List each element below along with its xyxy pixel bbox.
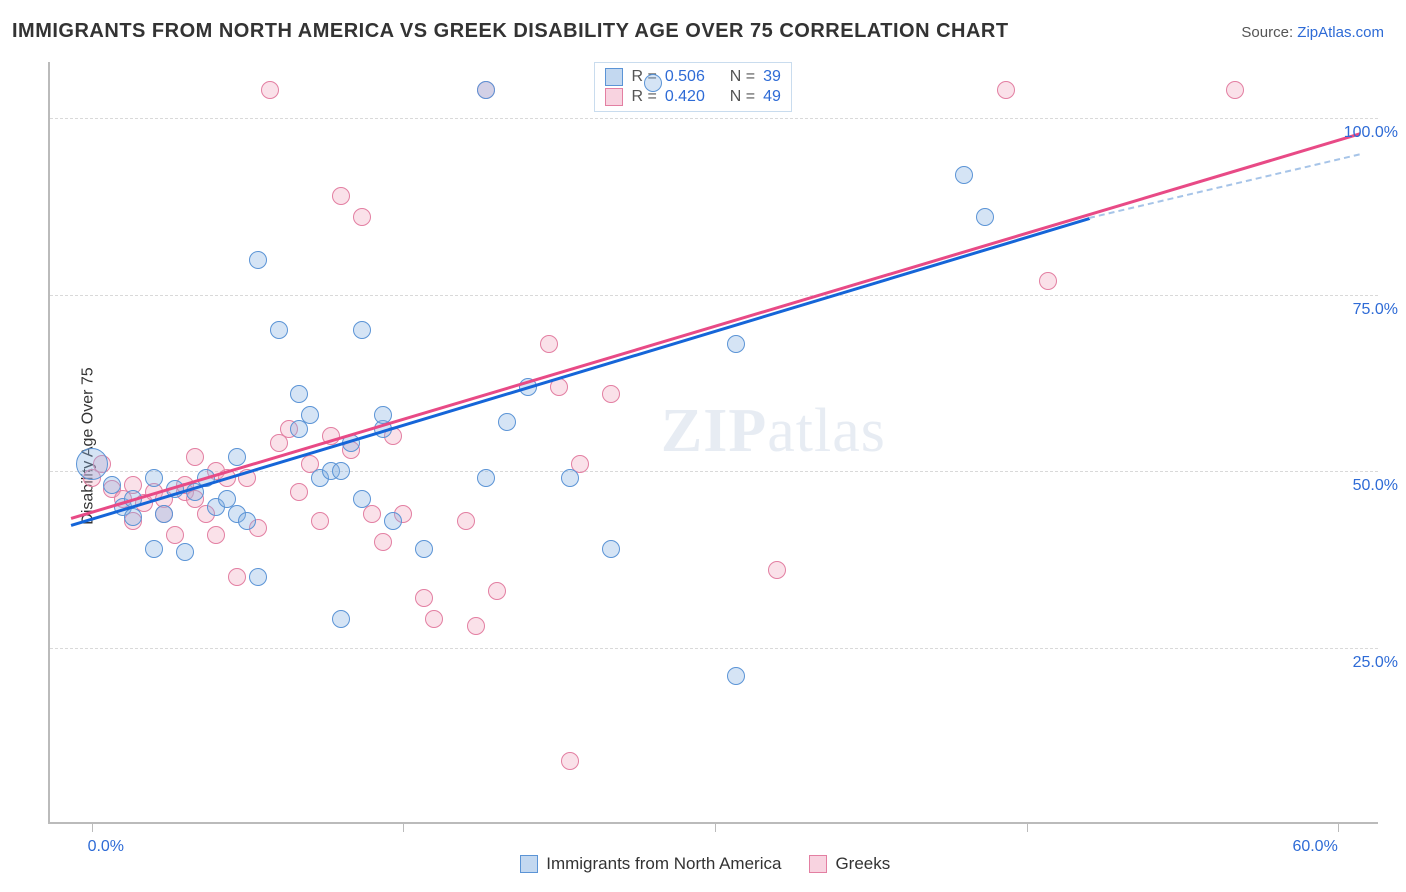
swatch-blue-icon (520, 855, 538, 873)
data-point-pink (332, 187, 350, 205)
series-legend: Immigrants from North America Greeks (520, 854, 890, 874)
data-point-pink (207, 526, 225, 544)
regression-line-pink (70, 133, 1359, 520)
chart-area: ZIPatlas R = 0.506 N = 39 R = 0.420 N = … (48, 62, 1378, 824)
data-point-pink (602, 385, 620, 403)
data-point-blue (415, 540, 433, 558)
x-tick (92, 822, 93, 832)
y-tick-75: 75.0% (1353, 301, 1398, 319)
source-prefix: Source: (1241, 24, 1297, 41)
x-tick (1027, 822, 1028, 832)
data-point-pink (540, 335, 558, 353)
data-point-blue (727, 667, 745, 685)
data-point-blue (477, 81, 495, 99)
data-point-pink (1226, 81, 1244, 99)
x-tick (1338, 822, 1339, 832)
data-point-pink (1039, 272, 1057, 290)
data-point-blue (238, 512, 256, 530)
data-point-blue (332, 610, 350, 628)
data-point-blue (176, 543, 194, 561)
data-point-pink (374, 533, 392, 551)
data-point-pink (415, 589, 433, 607)
x-tick (403, 822, 404, 832)
legend-item-blue: Immigrants from North America (520, 854, 781, 874)
data-point-pink (467, 617, 485, 635)
data-point-blue (103, 476, 121, 494)
chart-title: IMMIGRANTS FROM NORTH AMERICA VS GREEK D… (12, 20, 1009, 43)
legend-row-pink: R = 0.420 N = 49 (605, 87, 780, 107)
data-point-pink (768, 561, 786, 579)
data-point-pink (186, 448, 204, 466)
gridline (50, 118, 1378, 119)
y-tick-100: 100.0% (1344, 124, 1398, 142)
x-tick-0: 0.0% (88, 838, 124, 856)
x-tick-60: 60.0% (1292, 838, 1337, 856)
data-point-blue (353, 490, 371, 508)
data-point-pink (166, 526, 184, 544)
data-point-blue (145, 469, 163, 487)
data-point-blue (124, 508, 142, 526)
y-tick-50: 50.0% (1353, 477, 1398, 495)
data-point-blue (644, 74, 662, 92)
data-point-blue (228, 448, 246, 466)
y-tick-25: 25.0% (1353, 654, 1398, 672)
data-point-blue (353, 321, 371, 339)
data-point-pink (561, 752, 579, 770)
data-point-pink (228, 568, 246, 586)
data-point-blue (145, 540, 163, 558)
data-point-blue (384, 512, 402, 530)
data-point-blue (955, 166, 973, 184)
data-point-pink (997, 81, 1015, 99)
legend-item-pink: Greeks (809, 854, 890, 874)
data-point-blue (561, 469, 579, 487)
swatch-blue-icon (605, 68, 623, 86)
data-point-pink (488, 582, 506, 600)
gridline (50, 648, 1378, 649)
data-point-blue (332, 462, 350, 480)
data-point-pink (425, 610, 443, 628)
data-point-blue (270, 321, 288, 339)
data-point-pink (290, 483, 308, 501)
regression-line-blue (70, 217, 1089, 526)
data-point-pink (311, 512, 329, 530)
data-point-blue (301, 406, 319, 424)
swatch-pink-icon (605, 88, 623, 106)
data-point-blue (602, 540, 620, 558)
source-link[interactable]: ZipAtlas.com (1297, 24, 1384, 41)
data-point-blue (76, 448, 108, 480)
data-point-blue (249, 251, 267, 269)
gridline (50, 295, 1378, 296)
data-point-pink (261, 81, 279, 99)
source-credit: Source: ZipAtlas.com (1241, 24, 1384, 41)
data-point-blue (290, 385, 308, 403)
correlation-legend: R = 0.506 N = 39 R = 0.420 N = 49 (594, 62, 791, 112)
regression-line-blue-extension (1089, 154, 1360, 219)
data-point-pink (353, 208, 371, 226)
data-point-pink (457, 512, 475, 530)
data-point-blue (155, 505, 173, 523)
x-tick (715, 822, 716, 832)
data-point-blue (976, 208, 994, 226)
data-point-blue (249, 568, 267, 586)
watermark: ZIPatlas (661, 396, 886, 467)
legend-row-blue: R = 0.506 N = 39 (605, 67, 780, 87)
data-point-blue (477, 469, 495, 487)
swatch-pink-icon (809, 855, 827, 873)
data-point-blue (727, 335, 745, 353)
data-point-blue (498, 413, 516, 431)
